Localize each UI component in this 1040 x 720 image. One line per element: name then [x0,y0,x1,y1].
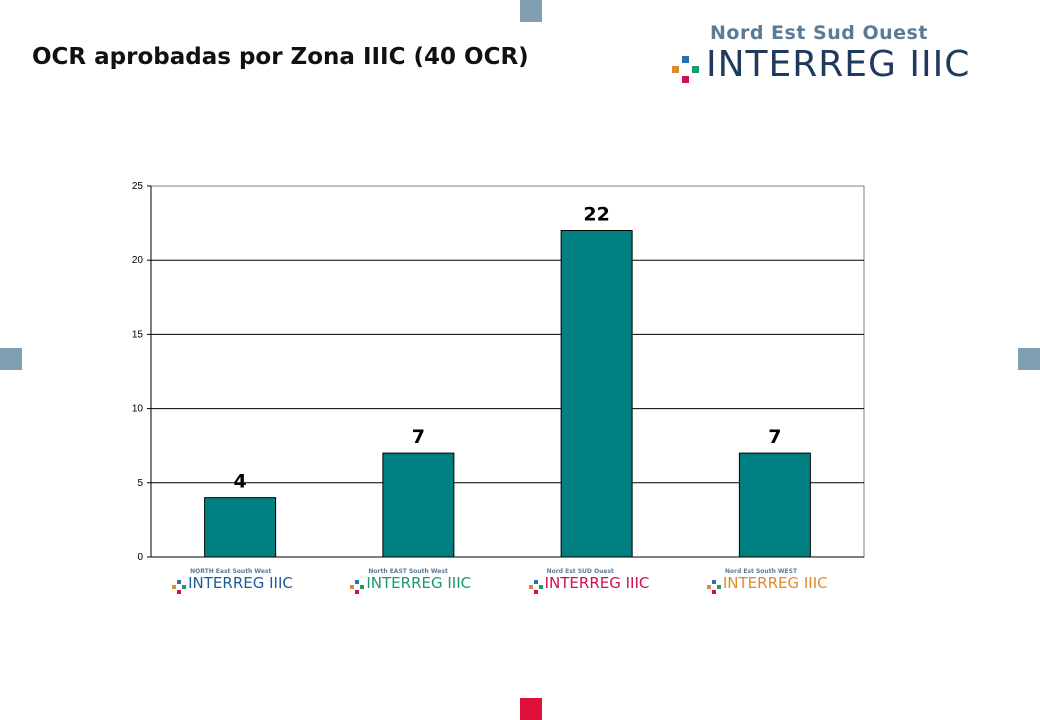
bar [204,497,277,558]
logo-top-text: Nord Est Sud Ouest [710,22,928,44]
y-tick-label: 15 [132,329,144,340]
data-label: 7 [412,426,425,448]
category-logo-top-text: Nord Est South WEST [724,568,798,575]
decor-square-right [1018,348,1040,370]
logo-mark-icon [672,56,700,84]
y-tick-label: 0 [137,552,143,563]
category-logo-mark-icon [706,580,721,594]
y-tick-label: 10 [132,404,144,415]
category-logo-mark-icon [350,580,365,594]
category-logo: Nord Est South WEST INTERREG IIIC [706,568,867,598]
y-tick-label: 25 [132,181,144,192]
category-logo-top-text: NORTH East South West [190,568,272,575]
data-label: 4 [234,471,247,493]
category-logo-main-text: INTERREG IIIC [188,574,293,592]
bar [382,452,455,558]
category-logo: NORTH East South West INTERREG IIIC [172,568,332,598]
y-tick-label: 20 [132,255,144,266]
category-logo-main-text: INTERREG IIIC [544,574,650,592]
decor-square-left [0,348,22,370]
decor-square-top [520,0,542,22]
category-logo-main-text: INTERREG IIIC [366,574,472,592]
bar [738,452,811,558]
interreg-logo: Nord Est Sud Ouest INTERREG IIIC [672,22,974,90]
category-logo-top-text: North EAST South West [368,568,448,575]
page-title: OCR aprobadas por Zona IIIC (40 OCR) [32,44,529,70]
category-logo-main-text: INTERREG IIIC [722,574,828,592]
y-tick-label: 5 [137,478,143,489]
decor-square-bottom [520,698,542,720]
bar [560,230,633,558]
category-logo: North EAST South West INTERREG IIIC [350,568,510,598]
category-logo-top-text: Nord Est SUD Ouest [546,568,614,575]
category-logo-mark-icon [528,580,543,594]
data-label: 7 [768,426,781,448]
category-logo-mark-icon [172,580,187,594]
logo-main-text: INTERREG IIIC [706,44,971,85]
data-label: 22 [583,204,609,226]
category-logo: Nord Est SUD Ouest INTERREG IIIC [528,568,689,598]
